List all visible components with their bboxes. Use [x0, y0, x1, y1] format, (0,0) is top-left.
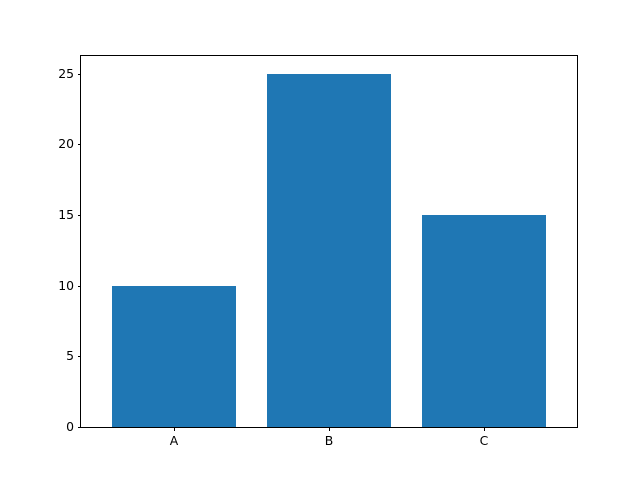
x-tick-label: A — [169, 433, 179, 448]
y-tick-label: 5 — [66, 348, 74, 364]
y-tick-mark — [77, 356, 81, 358]
y-tick-label: 0 — [66, 418, 74, 434]
y-tick-mark — [77, 285, 81, 287]
plot-area — [81, 56, 577, 427]
y-tick-mark — [77, 215, 81, 217]
x-tick-mark — [174, 427, 176, 431]
y-tick-label: 10 — [58, 277, 74, 293]
y-tick-label: 20 — [58, 136, 74, 152]
bar-c — [422, 215, 546, 427]
x-tick-mark — [329, 427, 331, 431]
y-tick-mark — [77, 144, 81, 146]
x-tick-label: C — [479, 433, 489, 448]
y-tick-label: 25 — [58, 65, 74, 81]
bar-b — [267, 73, 391, 427]
bar-a — [112, 285, 236, 427]
y-tick-mark — [77, 427, 81, 429]
y-tick-label: 15 — [58, 206, 74, 222]
y-tick-mark — [77, 73, 81, 75]
chart-axes: 0 5 10 15 20 25 A B C — [58, 55, 578, 447]
x-tick-label: B — [324, 433, 334, 448]
x-tick-mark — [484, 427, 486, 431]
